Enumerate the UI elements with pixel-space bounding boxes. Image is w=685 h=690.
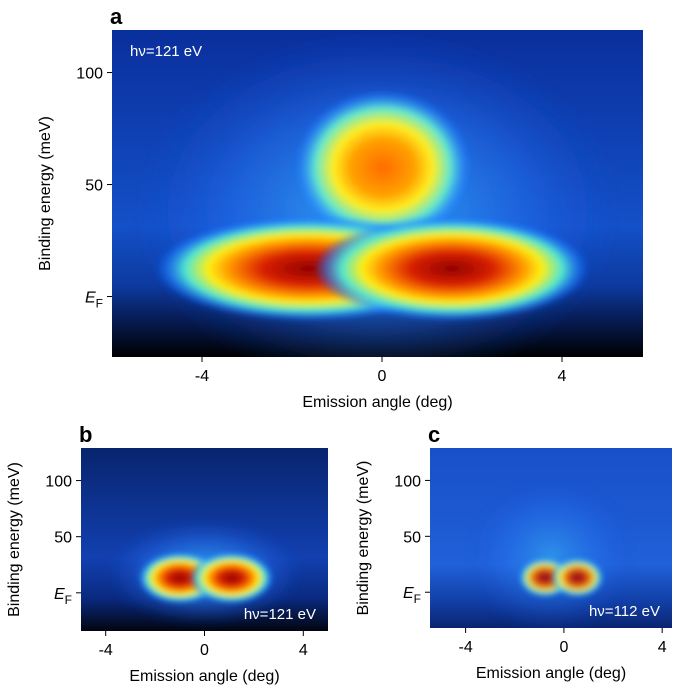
x-tick-label: 4 — [299, 642, 308, 659]
panel: c hν=112 eV -4 0 4 EF 50 100 Emission angle (deg… — [355, 422, 672, 682]
heatmap — [81, 448, 328, 631]
x-tick-label: 4 — [558, 368, 567, 385]
panel-label: b — [79, 422, 92, 447]
annotation: hν=121 eV — [130, 43, 202, 60]
x-tick-label: 0 — [200, 642, 209, 659]
x-tick-label: 4 — [658, 639, 667, 656]
x-tick-label: -4 — [99, 642, 113, 659]
y-axis-label: Binding energy (meV) — [6, 462, 23, 617]
y-tick-label-main: E — [85, 290, 96, 307]
annotation: hν=121 eV — [244, 606, 316, 623]
y-tick-label-main: E — [403, 585, 414, 602]
y-tick-label: 100 — [45, 474, 72, 491]
y-tick-label: 100 — [394, 473, 421, 490]
heatmap — [430, 448, 672, 628]
intensity-blob — [313, 216, 590, 322]
y-tick-label-sub: F — [414, 592, 421, 606]
y-tick-label: EF — [54, 586, 72, 607]
x-tick-label: -4 — [195, 368, 209, 385]
intensity-blob — [551, 557, 605, 598]
y-tick-label-sub: F — [96, 297, 103, 311]
panel: a hν=121 eV -4 0 4 EF 50 100 Emission angle (deg… — [37, 4, 643, 411]
y-tick-label: 50 — [403, 529, 421, 546]
intensity-blob — [189, 552, 274, 604]
panel-label: c — [428, 422, 440, 447]
y-tick-label-main: E — [54, 586, 65, 603]
y-tick-label: 100 — [76, 66, 103, 83]
y-axis-label: Binding energy (meV) — [37, 116, 54, 271]
y-axis-label: Binding energy (meV) — [355, 461, 372, 616]
y-tick-label: 50 — [54, 530, 72, 547]
y-tick-label: EF — [403, 585, 421, 606]
intensity-blob — [292, 88, 474, 246]
x-tick-label: 0 — [378, 368, 387, 385]
x-axis-label: Emission angle (deg) — [129, 668, 279, 685]
panel-label: a — [110, 4, 123, 29]
x-tick-label: -4 — [459, 639, 473, 656]
x-tick-label: 0 — [559, 639, 568, 656]
x-axis-label: Emission angle (deg) — [302, 394, 452, 411]
panel: b hν=121 eV -4 0 4 EF 50 100 Emission angle (deg… — [6, 422, 328, 685]
y-tick-label: 50 — [85, 178, 103, 195]
y-tick-label-sub: F — [65, 593, 72, 607]
heatmap — [112, 30, 643, 357]
annotation: hν=112 eV — [589, 603, 660, 620]
x-axis-label: Emission angle (deg) — [476, 665, 626, 682]
y-tick-label: EF — [85, 290, 103, 311]
